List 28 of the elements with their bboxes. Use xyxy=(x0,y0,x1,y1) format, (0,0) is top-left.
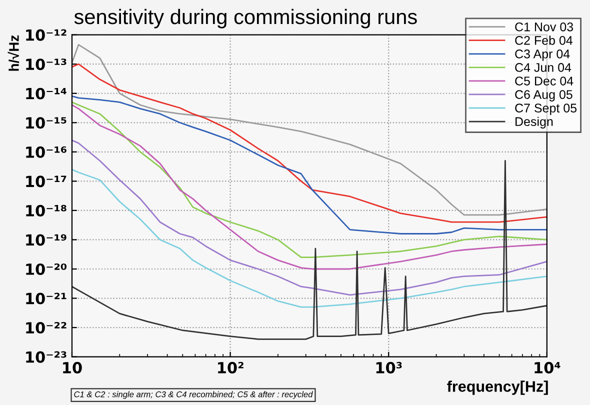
y-tick-label: 10⁻¹⁹ xyxy=(26,234,66,246)
y-tick-label: 10⁻¹⁷ xyxy=(26,176,66,188)
x-tick-label: 10³ xyxy=(376,362,402,374)
y-tick-label: 10⁻²³ xyxy=(26,351,66,363)
chart-title: sensitivity during commissioning runs xyxy=(74,8,417,28)
y-tick-label: 10⁻¹⁸ xyxy=(26,204,66,216)
text: C1 & C2 : single arm; C3 & C4 recombined; C5 & after : recycled xyxy=(74,391,313,399)
y-tick-label: 10⁻¹⁶ xyxy=(26,146,66,158)
y-axis-title: h/√Hz xyxy=(8,35,20,71)
y-tick-label: 10⁻¹³ xyxy=(26,58,66,70)
legend-label: C5 Dec 04 xyxy=(515,76,574,86)
legend-label: C6 Aug 05 xyxy=(515,90,572,102)
y-tick-label: 10⁻¹⁴ xyxy=(26,88,66,100)
legend-label: C2 Feb 04 xyxy=(515,36,573,45)
y-tick-label: 10⁻²¹ xyxy=(26,292,66,304)
legend-label: C1 Nov 03 xyxy=(515,22,574,32)
y-tick-label: 10⁻¹⁵ xyxy=(26,117,66,129)
x-tick-label: 10⁴ xyxy=(534,362,560,374)
x-tick-label: 10 xyxy=(63,362,82,374)
y-tick-label: 10⁻²⁰ xyxy=(26,263,67,276)
y-tick-label: 10⁻²² xyxy=(26,322,66,334)
legend-label: Design xyxy=(516,116,553,128)
x-axis-title: frequency[Hz] xyxy=(447,380,548,395)
legend-label: C4 Jun 04 xyxy=(515,63,572,72)
legend-label: C7 Sept 05 xyxy=(515,104,577,115)
y-tick-label: 10⁻¹² xyxy=(26,29,66,41)
legend-label: C3 Apr 04 xyxy=(515,50,570,61)
x-tick-label: 10² xyxy=(218,362,244,374)
